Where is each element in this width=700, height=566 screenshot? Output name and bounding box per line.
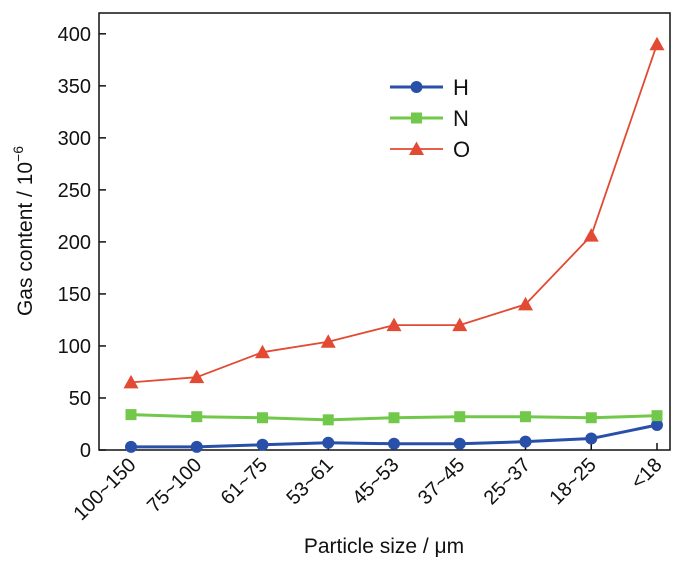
data-point-n	[651, 410, 663, 422]
y-tick-label: 150	[58, 284, 91, 306]
legend-swatch-marker	[410, 81, 423, 93]
data-point-o	[518, 296, 533, 311]
legend-item-n: N	[390, 106, 469, 131]
series-n	[125, 409, 663, 426]
y-tick-label: 200	[58, 232, 91, 254]
legend-item-o: O	[390, 137, 470, 162]
series-o	[123, 36, 665, 389]
x-tick-label: <18	[627, 454, 667, 494]
y-tick-label: 100	[58, 336, 91, 358]
data-point-n	[125, 409, 137, 421]
series-layer	[123, 36, 665, 453]
data-point-h	[256, 438, 269, 451]
legend: HNO	[390, 75, 470, 162]
legend-label-o: O	[453, 137, 470, 162]
data-point-o	[583, 228, 599, 242]
y-tick-label: 250	[58, 180, 91, 202]
data-point-h	[125, 440, 137, 453]
data-point-h	[519, 435, 532, 448]
x-tick-label: 25~37	[480, 454, 535, 509]
legend-label-n: N	[453, 106, 469, 131]
x-tick-label: 61~75	[217, 454, 272, 509]
series-h	[125, 419, 663, 453]
data-point-h	[322, 436, 335, 449]
data-point-n	[520, 411, 531, 423]
data-point-o	[255, 344, 270, 359]
y-tick-label: 300	[58, 128, 91, 150]
data-point-h	[453, 437, 466, 450]
data-point-n	[191, 411, 203, 423]
data-point-h	[585, 432, 598, 445]
y-tick-label: 50	[69, 388, 91, 410]
legend-item-h: H	[390, 75, 469, 100]
plot-frame	[98, 12, 671, 451]
data-point-o	[320, 334, 336, 348]
x-tick-label: 53~61	[283, 454, 338, 509]
legend-swatch-marker	[411, 112, 422, 124]
x-axis-title: Particle size / μm	[304, 535, 464, 558]
data-point-o	[123, 374, 139, 389]
y-axis-title-text: Gas content / 10	[14, 162, 37, 316]
data-point-n	[388, 412, 400, 424]
data-point-h	[388, 437, 400, 450]
data-point-o	[649, 36, 665, 51]
x-tick-label: 100~150	[70, 454, 141, 525]
data-point-o	[452, 317, 468, 332]
legend-label-h: H	[453, 75, 469, 100]
x-tick-label: 18~25	[546, 454, 601, 509]
data-point-n	[322, 414, 334, 426]
y-axis-title: Gas content / 10−6	[10, 146, 37, 316]
series-line-o	[130, 43, 658, 384]
data-point-h	[190, 440, 203, 453]
data-point-o	[189, 369, 205, 384]
x-tick-label: 45~53	[348, 454, 403, 509]
y-tick-label: 350	[58, 76, 91, 98]
x-tick-label: 37~45	[414, 454, 469, 509]
data-point-n	[454, 411, 466, 423]
data-point-h	[651, 419, 663, 432]
x-tick-label: 75~100	[143, 454, 206, 517]
legend-swatch-marker	[409, 141, 424, 155]
data-point-n	[585, 412, 597, 424]
y-tick-label: 0	[80, 440, 91, 462]
x-axis: 100~150 75~100 61~75 53~61 45~53 37~45 25~37 18…	[70, 443, 667, 525]
data-point-o	[386, 317, 402, 332]
data-point-n	[257, 412, 268, 424]
y-axis-title-exponent: −6	[10, 146, 26, 162]
y-axis: 0 50 100 150 200 250 300 350 400	[58, 24, 106, 462]
y-tick-label: 400	[58, 24, 91, 46]
